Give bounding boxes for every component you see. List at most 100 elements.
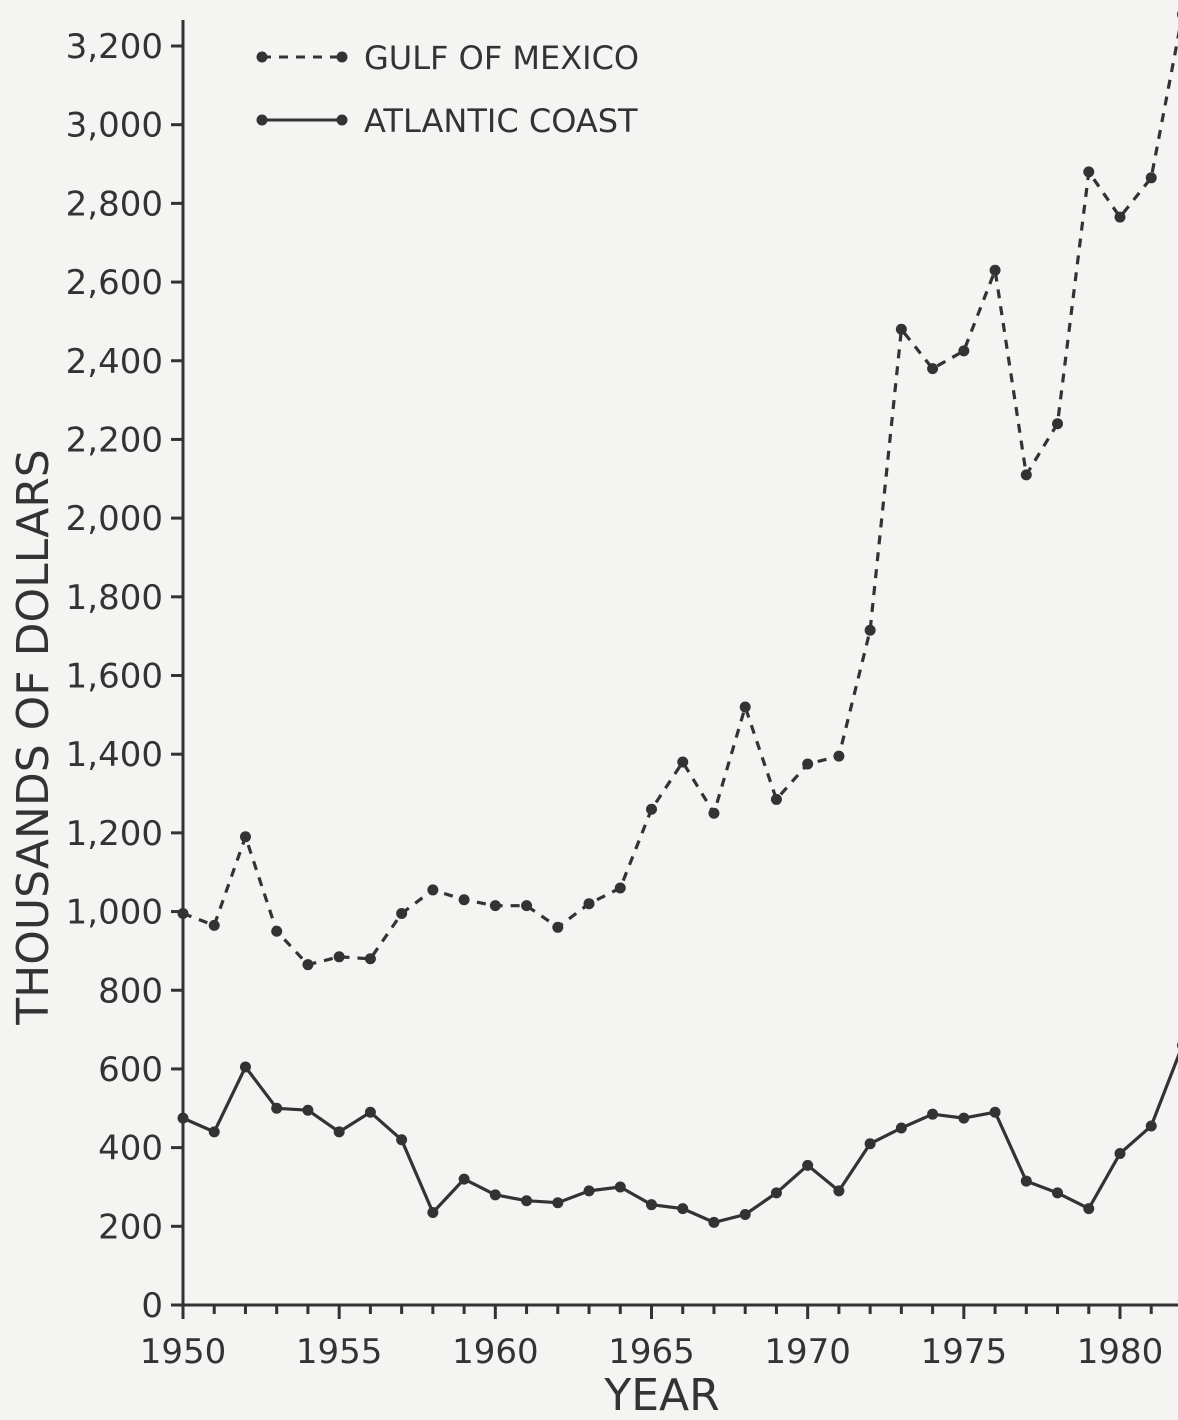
y-tick-label: 2,600 xyxy=(66,263,163,303)
data-point-atlantic-coast xyxy=(1020,1175,1032,1187)
data-point-atlantic-coast xyxy=(427,1207,439,1219)
data-point-gulf-of-mexico xyxy=(239,831,251,843)
data-point-gulf-of-mexico xyxy=(427,884,439,896)
y-axis-title: THOUSANDS OF DOLLARS xyxy=(8,449,59,1025)
legend-marker-atlantic-coast-start xyxy=(256,114,268,126)
data-point-gulf-of-mexico xyxy=(177,908,189,920)
data-point-gulf-of-mexico xyxy=(614,882,626,894)
data-point-atlantic-coast xyxy=(364,1106,376,1118)
legend-label-gulf-of-mexico: GULF OF MEXICO xyxy=(364,39,639,77)
y-tick-label: 1,800 xyxy=(66,578,163,618)
data-point-gulf-of-mexico xyxy=(677,756,689,768)
data-point-atlantic-coast xyxy=(708,1216,720,1228)
data-point-gulf-of-mexico xyxy=(333,951,345,963)
data-point-gulf-of-mexico xyxy=(739,701,751,713)
data-point-atlantic-coast xyxy=(396,1134,408,1146)
x-tick-label: 1965 xyxy=(608,1332,695,1372)
chart-legend: GULF OF MEXICO ATLANTIC COAST xyxy=(256,39,639,140)
x-tick-label: 1980 xyxy=(1077,1332,1164,1372)
data-point-atlantic-coast xyxy=(833,1185,845,1197)
series-line-gulf-of-mexico xyxy=(182,29,1178,967)
data-point-gulf-of-mexico xyxy=(364,953,376,965)
legend-marker-gulf-of-mexico-start xyxy=(256,51,268,63)
y-tick-label: 200 xyxy=(98,1207,163,1247)
legend-label-atlantic-coast: ATLANTIC COAST xyxy=(364,102,638,140)
data-point-atlantic-coast xyxy=(739,1209,751,1221)
data-point-atlantic-coast xyxy=(177,1112,189,1124)
y-tick-label: 2,400 xyxy=(66,342,163,382)
legend-marker-gulf-of-mexico-end xyxy=(336,51,348,63)
x-tick-label: 1960 xyxy=(452,1332,539,1372)
data-point-atlantic-coast xyxy=(552,1197,564,1209)
data-point-atlantic-coast xyxy=(927,1108,939,1120)
data-point-gulf-of-mexico xyxy=(895,323,907,335)
x-tick-label: 1955 xyxy=(296,1332,383,1372)
data-point-atlantic-coast xyxy=(333,1126,345,1138)
data-point-atlantic-coast xyxy=(646,1199,657,1211)
data-point-gulf-of-mexico xyxy=(1083,166,1095,178)
data-point-gulf-of-mexico xyxy=(958,345,970,357)
data-point-atlantic-coast xyxy=(239,1061,251,1073)
y-tick-label: 800 xyxy=(98,971,163,1011)
legend-item-gulf-of-mexico: GULF OF MEXICO xyxy=(256,39,639,77)
data-point-gulf-of-mexico xyxy=(396,908,408,920)
data-point-atlantic-coast xyxy=(1052,1187,1064,1199)
y-tick-label: 2,800 xyxy=(66,184,163,224)
y-axis-ticks: 0 200 400 600 800 1,000 1,200 1,400 1,600 1,800 2,… xyxy=(66,27,183,1326)
data-point-atlantic-coast xyxy=(489,1189,501,1201)
y-tick-label: 3,200 xyxy=(66,27,163,67)
x-axis-ticks: 1950 1955 1960 1965 1970 1975 1980 xyxy=(140,1305,1164,1372)
series-layer xyxy=(177,11,1178,1228)
data-point-gulf-of-mexico xyxy=(302,959,314,971)
data-point-gulf-of-mexico xyxy=(583,898,595,910)
data-point-gulf-of-mexico xyxy=(770,793,782,805)
data-point-atlantic-coast xyxy=(989,1106,1001,1118)
data-point-gulf-of-mexico xyxy=(864,624,876,636)
x-tick-label: 1975 xyxy=(921,1332,1008,1372)
data-point-gulf-of-mexico xyxy=(989,264,1001,276)
data-point-atlantic-coast xyxy=(583,1185,595,1197)
data-point-gulf-of-mexico xyxy=(489,900,501,912)
x-tick-label: 1950 xyxy=(140,1332,227,1372)
y-tick-label: 600 xyxy=(98,1050,163,1090)
series-line-atlantic-coast xyxy=(182,1052,1178,1225)
data-point-gulf-of-mexico xyxy=(646,803,657,815)
x-tick-label: 1970 xyxy=(764,1332,851,1372)
y-tick-label: 1,600 xyxy=(66,657,163,697)
data-point-atlantic-coast xyxy=(1083,1203,1095,1215)
data-point-atlantic-coast xyxy=(770,1187,782,1199)
data-point-atlantic-coast xyxy=(614,1181,626,1193)
legend-item-atlantic-coast: ATLANTIC COAST xyxy=(256,102,638,140)
data-point-gulf-of-mexico xyxy=(1020,469,1032,481)
data-point-atlantic-coast xyxy=(1114,1148,1126,1160)
data-point-gulf-of-mexico xyxy=(1052,418,1064,430)
data-point-atlantic-coast xyxy=(895,1122,907,1134)
data-point-gulf-of-mexico xyxy=(802,758,814,770)
y-tick-label: 1,400 xyxy=(66,735,163,775)
data-point-atlantic-coast xyxy=(1145,1120,1157,1132)
data-point-atlantic-coast xyxy=(802,1159,814,1171)
chart-axes: 0 200 400 600 800 1,000 1,200 1,400 1,600 1,800 2,… xyxy=(66,20,1178,1372)
data-point-gulf-of-mexico xyxy=(552,921,564,933)
y-tick-label: 1,000 xyxy=(66,893,163,933)
y-tick-label: 2,000 xyxy=(66,499,163,539)
data-point-gulf-of-mexico xyxy=(833,750,845,762)
data-point-gulf-of-mexico xyxy=(458,894,470,906)
data-point-gulf-of-mexico xyxy=(521,900,533,912)
data-point-gulf-of-mexico xyxy=(1114,211,1126,223)
data-point-gulf-of-mexico xyxy=(1145,172,1157,184)
x-axis-title: YEAR xyxy=(603,1370,719,1420)
data-point-atlantic-coast xyxy=(271,1102,283,1114)
data-point-atlantic-coast xyxy=(458,1173,470,1185)
data-point-atlantic-coast xyxy=(958,1112,970,1124)
data-point-atlantic-coast xyxy=(521,1195,533,1207)
y-tick-label: 1,200 xyxy=(66,814,163,854)
y-tick-label: 400 xyxy=(98,1129,163,1169)
y-tick-label: 0 xyxy=(141,1286,163,1326)
data-point-gulf-of-mexico xyxy=(708,807,720,819)
data-point-gulf-of-mexico xyxy=(927,363,939,375)
y-tick-label: 2,200 xyxy=(66,420,163,460)
data-point-gulf-of-mexico xyxy=(208,919,220,931)
data-point-atlantic-coast xyxy=(677,1203,689,1215)
